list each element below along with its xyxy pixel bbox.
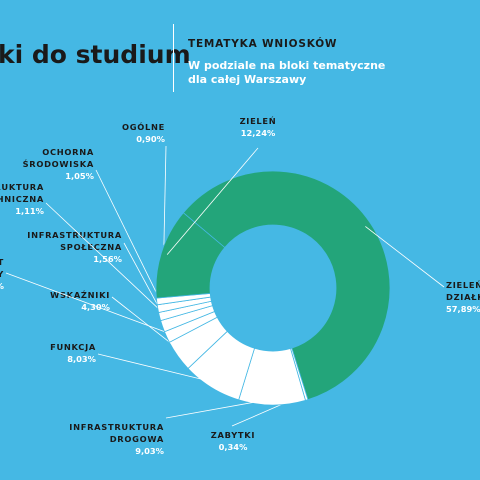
slice-value-4: 4,30% bbox=[81, 302, 110, 312]
slice-label-9-0: OGÓLNE bbox=[122, 121, 165, 132]
slice-value-5: 1,56% bbox=[0, 281, 5, 291]
leader-line-4 bbox=[111, 296, 183, 353]
slice-label-7-0: RUKTURA bbox=[0, 182, 44, 192]
slice-label-10-0: ZIELEŃ bbox=[240, 115, 277, 126]
page-title: ki do studium bbox=[0, 40, 191, 69]
chart-subheading: W podziale na bloki tematyczne dla całej… bbox=[188, 59, 386, 86]
donut-slice-0 bbox=[182, 170, 391, 401]
leader-line-2 bbox=[165, 398, 273, 419]
slice-label-8-1: ŚRODOWISKA bbox=[23, 158, 94, 169]
slice-label-5-1: OWY bbox=[0, 269, 4, 279]
leader-line-3 bbox=[97, 353, 215, 383]
slice-label-1-0: ZABYTKI bbox=[211, 430, 255, 440]
leader-line-8 bbox=[95, 169, 165, 308]
slice-value-1: 0,34% bbox=[219, 442, 248, 452]
slice-value-10: 12,24% bbox=[241, 128, 276, 138]
slice-label-3-0: FUNKCJA bbox=[50, 342, 96, 352]
slice-value-0: 57,89% bbox=[446, 304, 480, 314]
slice-label-2-0: INFRASTRUKTURA bbox=[69, 422, 164, 432]
slice-value-7: 1,11% bbox=[15, 206, 44, 216]
slice-value-9: 0,90% bbox=[136, 134, 165, 144]
slice-value-8: 1,05% bbox=[65, 171, 94, 181]
leader-line-0 bbox=[365, 226, 445, 288]
slice-label-8-0: OCHORNA bbox=[42, 147, 94, 157]
leader-line-7 bbox=[45, 202, 166, 316]
slice-label-6-1: SPOŁECZNA bbox=[60, 242, 122, 252]
slice-label-2-1: DROGOWA bbox=[110, 434, 164, 444]
leader-line-10 bbox=[166, 147, 259, 255]
donut-slice-10 bbox=[155, 212, 226, 299]
slice-label-6-0: INFRASTRUKTURA bbox=[27, 230, 122, 240]
slice-label-7-1: HNICZNA bbox=[0, 194, 44, 204]
header-divider bbox=[173, 24, 174, 92]
slice-label-0-1: DZIAŁK bbox=[446, 292, 480, 302]
leader-line-5 bbox=[5, 272, 173, 335]
slice-value-6: 1,56% bbox=[93, 254, 122, 264]
slice-value-2: 9,03% bbox=[135, 446, 164, 456]
slice-label-5-0: ORT bbox=[0, 257, 4, 267]
slice-label-4-0: WSKAŹNIKI bbox=[50, 289, 110, 300]
slice-value-3: 8,03% bbox=[67, 354, 96, 364]
chart-heading: TEMATYKA WNIOSKÓW bbox=[188, 38, 338, 50]
slice-label-0-0: ZIELEŃ bbox=[446, 279, 480, 290]
